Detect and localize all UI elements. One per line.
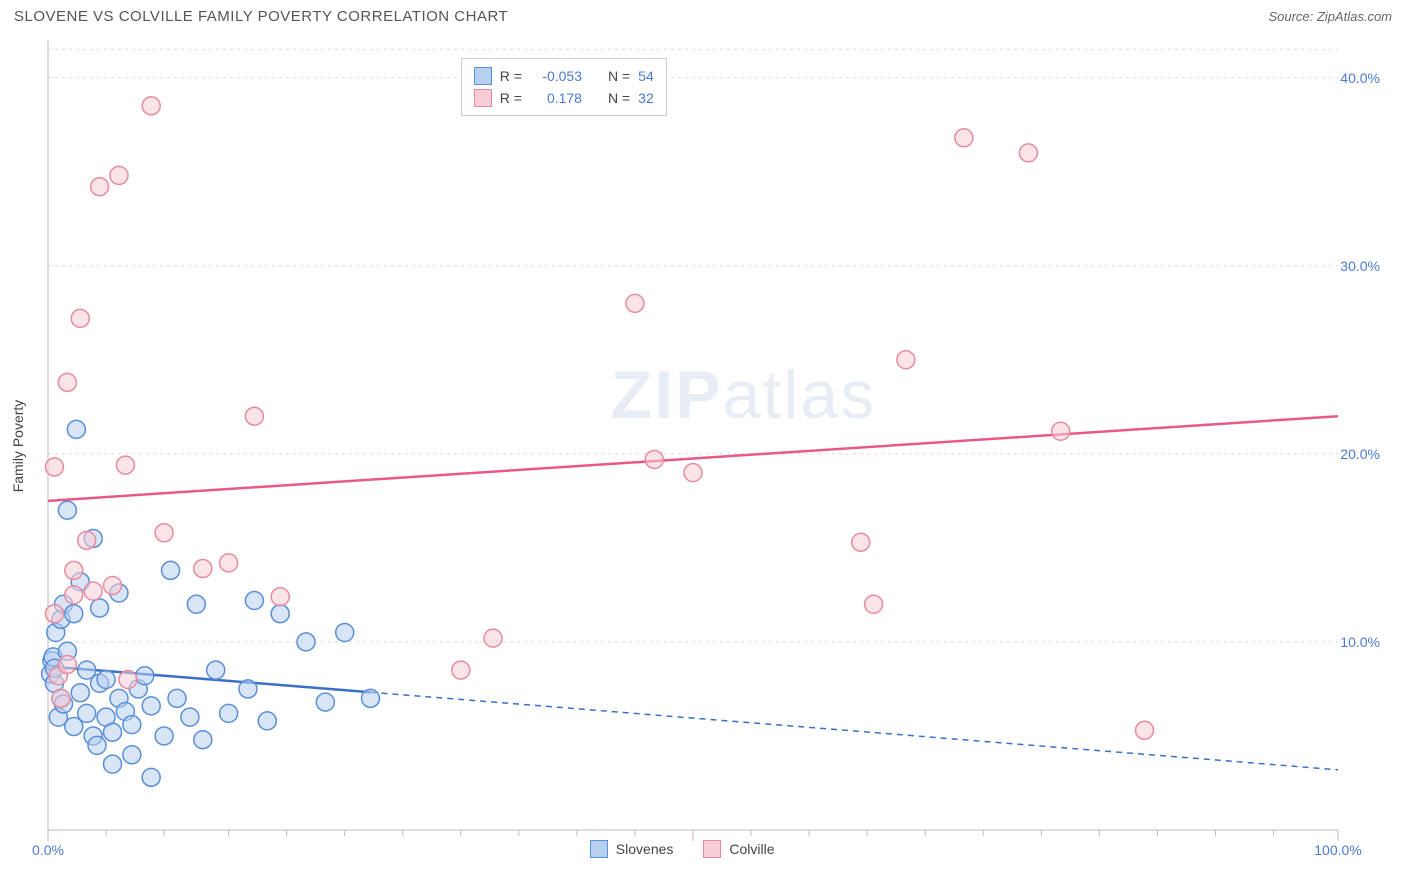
legend-correlation: R = -0.053 N = 54 R = 0.178 N = 32 — [461, 58, 667, 116]
legend-series-label: Slovenes — [616, 841, 674, 857]
source-label: Source: ZipAtlas.com — [1268, 9, 1392, 24]
legend-series-item: Slovenes — [590, 840, 674, 858]
legend-stat-row: R = 0.178 N = 32 — [474, 87, 654, 109]
y-tick: 30.0% — [1340, 258, 1380, 274]
y-axis-label: Family Poverty — [10, 400, 26, 493]
x-tick: 0.0% — [32, 842, 64, 858]
legend-swatch — [474, 67, 492, 85]
legend-n-value: 54 — [638, 65, 654, 87]
chart-area: ZIPatlas 10.0%20.0%30.0%40.0% 0.0%100.0%… — [48, 40, 1388, 830]
scatter-chart-svg — [48, 40, 1338, 830]
legend-n-value: 32 — [638, 87, 654, 109]
x-tick: 100.0% — [1314, 842, 1361, 858]
legend-r-value: 0.178 — [530, 87, 582, 109]
legend-swatch — [590, 840, 608, 858]
y-tick: 10.0% — [1340, 634, 1380, 650]
legend-r-label: R = — [500, 87, 522, 109]
legend-r-value: -0.053 — [530, 65, 582, 87]
legend-n-label: N = — [608, 87, 630, 109]
legend-series-item: Colville — [703, 840, 774, 858]
legend-n-label: N = — [608, 65, 630, 87]
legend-r-label: R = — [500, 65, 522, 87]
y-tick: 40.0% — [1340, 70, 1380, 86]
legend-swatch — [474, 89, 492, 107]
chart-title: SLOVENE VS COLVILLE FAMILY POVERTY CORRE… — [14, 8, 508, 25]
legend-series: Slovenes Colville — [590, 840, 775, 858]
legend-swatch — [703, 840, 721, 858]
y-tick: 20.0% — [1340, 446, 1380, 462]
legend-stat-row: R = -0.053 N = 54 — [474, 65, 654, 87]
legend-series-label: Colville — [729, 841, 774, 857]
